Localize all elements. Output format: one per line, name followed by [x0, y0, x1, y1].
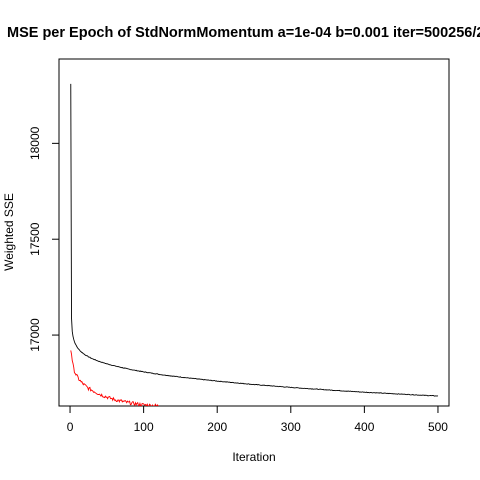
- plot-frame: [58, 58, 450, 407]
- series-line-0: [70, 83, 439, 397]
- x-axis-label: Iteration: [232, 450, 275, 464]
- chart-title: MSE per Epoch of StdNormMomentum a=1e-04…: [7, 25, 480, 41]
- y-axis: 17000 17500 18000: [28, 126, 60, 352]
- y-tick-label: 17500: [28, 222, 42, 256]
- y-axis-label: Weighted SSE: [2, 193, 16, 271]
- plot-area: [70, 83, 439, 406]
- x-tick-label: 500: [428, 420, 448, 434]
- x-axis: 0 100 200 300 400 500: [67, 405, 448, 434]
- y-tick-label: 17000: [28, 318, 42, 352]
- x-tick-label: 400: [354, 420, 374, 434]
- x-tick-label: 0: [67, 420, 74, 434]
- y-tick-label: 18000: [28, 126, 42, 160]
- x-tick-label: 200: [207, 420, 227, 434]
- x-tick-label: 100: [134, 420, 154, 434]
- series-line-1: [70, 350, 159, 406]
- x-tick-label: 300: [281, 420, 301, 434]
